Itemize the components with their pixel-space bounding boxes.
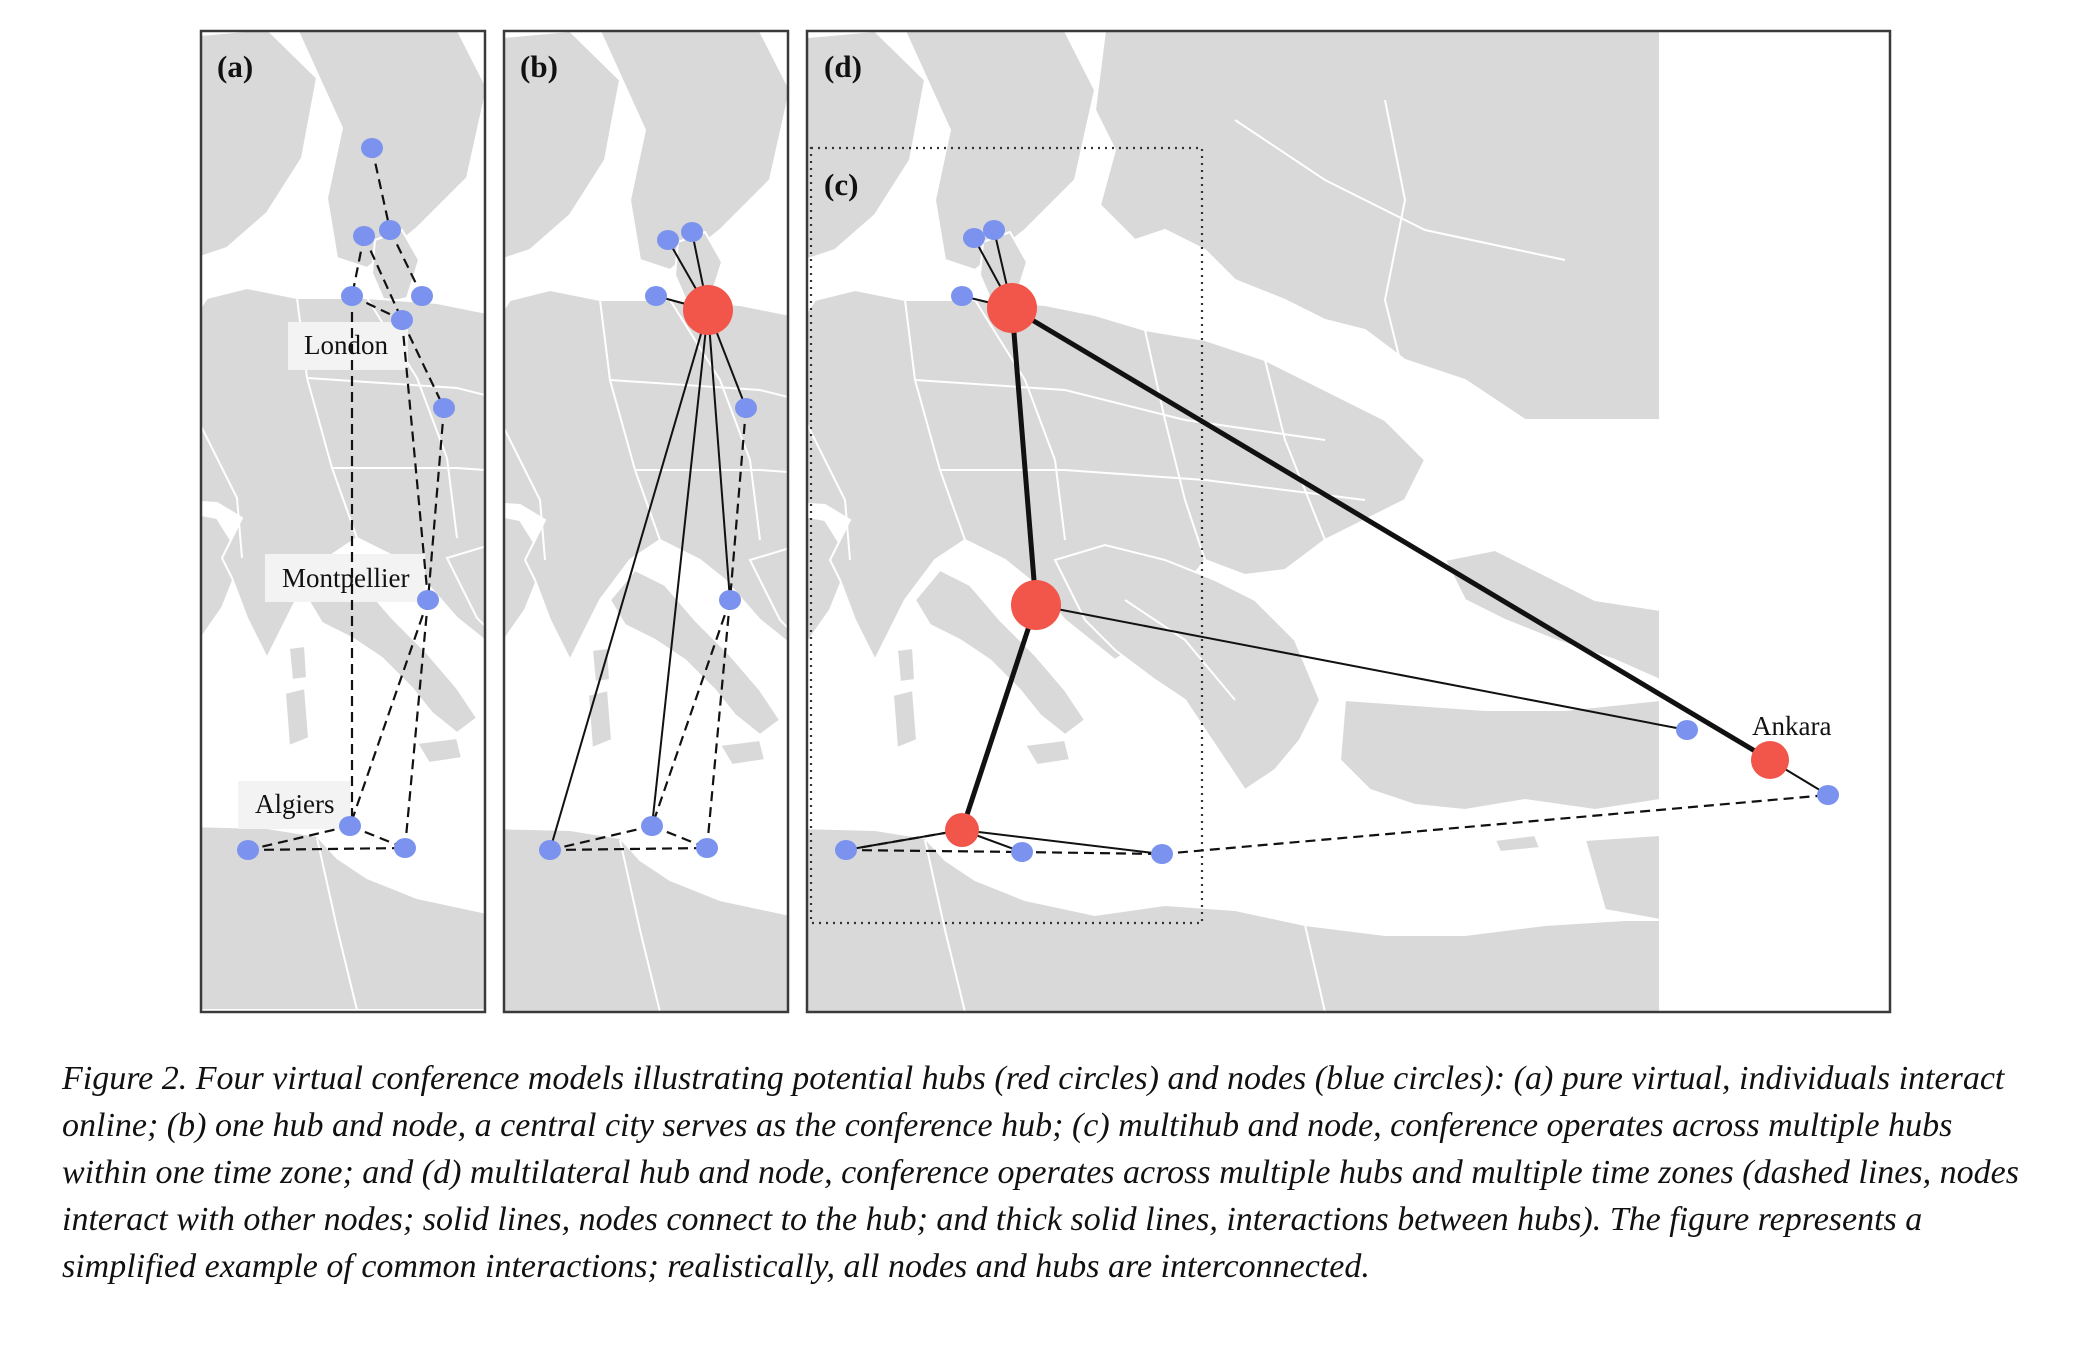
city-label-montpellier: Montpellier	[282, 563, 409, 593]
node	[951, 286, 973, 306]
node	[379, 220, 401, 240]
node	[735, 398, 757, 418]
node	[539, 840, 561, 860]
node	[641, 816, 663, 836]
panel-d-hubs	[945, 283, 1789, 847]
node	[657, 230, 679, 250]
node	[361, 138, 383, 158]
panel-b: (b)	[502, 29, 790, 1014]
node	[353, 226, 375, 246]
figure-caption: Figure 2. Four virtual conference models…	[62, 1060, 2019, 1285]
node	[681, 222, 703, 242]
node	[433, 398, 455, 418]
hub-london	[683, 285, 733, 335]
panel-a-nodes	[237, 138, 455, 860]
panel-d-hub-hub-edges	[959, 305, 1772, 831]
panel-a: London Montpellier Algiers (a)	[199, 29, 487, 1014]
city-label-london: London	[304, 330, 388, 360]
node	[237, 840, 259, 860]
city-label-algiers: Algiers	[255, 789, 334, 819]
panel-label-a: (a)	[217, 49, 253, 84]
node	[339, 816, 361, 836]
node	[963, 228, 985, 248]
node	[1817, 785, 1839, 805]
panel-label-c: (c)	[824, 167, 858, 202]
node	[696, 838, 718, 858]
node	[1011, 842, 1033, 862]
panel-label-d: (d)	[824, 49, 862, 84]
node	[719, 590, 741, 610]
city-label-ankara: Ankara	[1752, 711, 1831, 741]
node	[645, 286, 667, 306]
node	[341, 286, 363, 306]
hub-ankara	[1751, 741, 1789, 779]
panel-c-box	[809, 146, 1204, 925]
node	[394, 838, 416, 858]
node	[983, 220, 1005, 240]
node	[417, 590, 439, 610]
node	[391, 310, 413, 330]
node	[411, 286, 433, 306]
figure-2-diagram: London Montpellier Algiers (a)	[199, 29, 1892, 1014]
hub-algiers	[945, 813, 979, 847]
node	[1676, 720, 1698, 740]
node	[835, 840, 857, 860]
node	[1151, 844, 1173, 864]
hub-montpellier	[1011, 580, 1061, 630]
panel-b-hub-edges	[549, 231, 747, 851]
hub-london	[987, 283, 1037, 333]
panel-d-nodes	[835, 220, 1839, 864]
panel-label-b: (b)	[520, 49, 558, 84]
panel-b-nodes	[539, 222, 757, 860]
panel-d: Ankara (c) (d)	[805, 29, 1892, 1014]
